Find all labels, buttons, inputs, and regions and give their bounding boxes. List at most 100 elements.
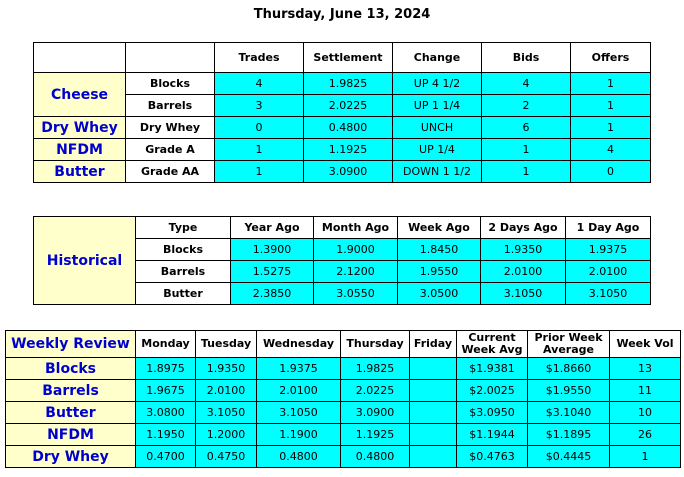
val-cell: 0 [570, 160, 651, 183]
val-cell: DOWN 1 1/2 [392, 160, 482, 183]
val-cell: 4 [214, 72, 304, 95]
val-cell: 3.1050 [480, 282, 566, 305]
lab-cell: NFDM [33, 138, 126, 161]
val-cell [409, 401, 457, 424]
val-cell: $3.0950 [456, 401, 528, 424]
val-cell: 1.1925 [340, 423, 410, 446]
table-row: Butter 3.0800 3.1050 3.1050 3.0900 $3.0950 $3.… [5, 401, 681, 424]
table-row: Cheese Blocks 4 1.9825 UP 4 1/2 4 1 [33, 72, 651, 117]
hd-cell: 2 Days Ago [480, 216, 566, 239]
hd-cell: Bids [481, 42, 571, 73]
val-cell: 0.4750 [195, 445, 257, 468]
val-cell: 1.9375 [565, 238, 651, 261]
hd-cell: Type [135, 216, 231, 239]
val-cell: 3.0900 [303, 160, 393, 183]
val-cell: 1.5275 [230, 260, 314, 283]
val-cell: 1.9825 [340, 357, 410, 380]
val-cell: $1.9550 [527, 379, 610, 402]
val-cell: $1.8660 [527, 357, 610, 380]
val-cell: 2.0225 [340, 379, 410, 402]
val-cell: 0.4800 [303, 116, 393, 139]
val-cell: 3.0550 [313, 282, 398, 305]
table-row: Historical Type Year Ago Month Ago Week Ago 2… [33, 216, 651, 305]
lab-cell: Dry Whey [33, 116, 126, 139]
lab-cell: Weekly Review [5, 330, 136, 358]
val-cell: 1 [570, 72, 651, 95]
val-cell [409, 379, 457, 402]
table-row: NFDM Grade A 1 1.1925 UP 1/4 1 4 [33, 138, 651, 161]
lab-cell: Butter [5, 401, 136, 424]
lab-cell: Dry Whey [5, 445, 136, 468]
hd-cell [125, 42, 215, 73]
hd-cell: Current Week Avg [456, 330, 528, 358]
val-cell: $0.4445 [527, 445, 610, 468]
val-cell: UP 1/4 [392, 138, 482, 161]
val-cell: 2.0100 [480, 260, 566, 283]
hd-cell: Settlement [303, 42, 393, 73]
hd-cell: Prior Week Average [527, 330, 610, 358]
val-cell [409, 445, 457, 468]
sub-cell: Blocks [125, 72, 215, 95]
hd-cell: Change [392, 42, 482, 73]
val-cell: 3 [214, 94, 304, 117]
val-cell: $3.1040 [527, 401, 610, 424]
table-row: Barrels 3 2.0225 UP 1 1/4 2 1 [34, 94, 651, 117]
val-cell: 1.1900 [256, 423, 341, 446]
val-cell: 1 [609, 445, 681, 468]
sub-cell: Barrels [125, 94, 215, 117]
hd-cell: Tuesday [195, 330, 257, 358]
val-cell: 3.1050 [256, 401, 341, 424]
table-row: Dry Whey 0.4700 0.4750 0.4800 0.4800 $0.4763 $… [5, 445, 681, 468]
val-cell: 1.8975 [135, 357, 196, 380]
val-cell: 1.1925 [303, 138, 393, 161]
lab-cell: Butter [33, 160, 126, 183]
val-cell: 2.0100 [195, 379, 257, 402]
sub-cell: Dry Whey [125, 116, 215, 139]
hd-cell: Offers [570, 42, 651, 73]
hd-cell: Year Ago [230, 216, 314, 239]
val-cell: 1.2000 [195, 423, 257, 446]
val-cell: 1 [214, 160, 304, 183]
hd-cell: Monday [135, 330, 196, 358]
table-row: Dry Whey Dry Whey 0 0.4800 UNCH 6 1 [33, 116, 651, 139]
val-cell: 3.1050 [195, 401, 257, 424]
lab-cell: Cheese [33, 72, 126, 117]
val-cell: 1 [481, 160, 571, 183]
val-cell [409, 423, 457, 446]
val-cell: 0.4800 [256, 445, 341, 468]
val-cell: 2 [481, 94, 571, 117]
val-cell: 2.1200 [313, 260, 398, 283]
val-cell: $0.4763 [456, 445, 528, 468]
val-cell: 3.0900 [340, 401, 410, 424]
lab-cell: NFDM [5, 423, 136, 446]
val-cell: 3.0500 [397, 282, 481, 305]
val-cell: 0 [214, 116, 304, 139]
hd-cell: Month Ago [313, 216, 398, 239]
val-cell: $2.0025 [456, 379, 528, 402]
val-cell: $1.1944 [456, 423, 528, 446]
val-cell: 1.9550 [397, 260, 481, 283]
historical-table: Historical Type Year Ago Month Ago Week Ago 2… [33, 216, 651, 305]
sub-cell: Grade AA [125, 160, 215, 183]
table-row: NFDM 1.1950 1.2000 1.1900 1.1925 $1.1944 $1.18… [5, 423, 681, 446]
val-cell: 1.9375 [256, 357, 341, 380]
lab-cell: Blocks [5, 357, 136, 380]
val-cell: $1.1895 [527, 423, 610, 446]
table-row: Barrels 1.9675 2.0100 2.0100 2.0225 $2.0025 $1… [5, 379, 681, 402]
table-row: Blocks 1.8975 1.9350 1.9375 1.9825 $1.9381 $1.… [5, 357, 681, 380]
hd-cell: Wednesday [256, 330, 341, 358]
val-cell: 1 [570, 94, 651, 117]
val-cell: 1 [214, 138, 304, 161]
val-cell: 0.4700 [135, 445, 196, 468]
val-cell: 13 [609, 357, 681, 380]
val-cell: 2.0225 [303, 94, 393, 117]
val-cell: 1.8450 [397, 238, 481, 261]
hd-cell: Week Vol [609, 330, 681, 358]
hd-cell: Week Ago [397, 216, 481, 239]
sub-cell: Butter [135, 282, 231, 305]
daily-table: Trades Settlement Change Bids Offers Cheese Bl… [33, 42, 651, 183]
val-cell: 2.0100 [256, 379, 341, 402]
table-row: Blocks 1.3900 1.9000 1.8450 1.9350 1.9375 [34, 238, 651, 261]
table-row: Weekly Review Monday Tuesday Wednesday Thurs… [5, 330, 681, 358]
